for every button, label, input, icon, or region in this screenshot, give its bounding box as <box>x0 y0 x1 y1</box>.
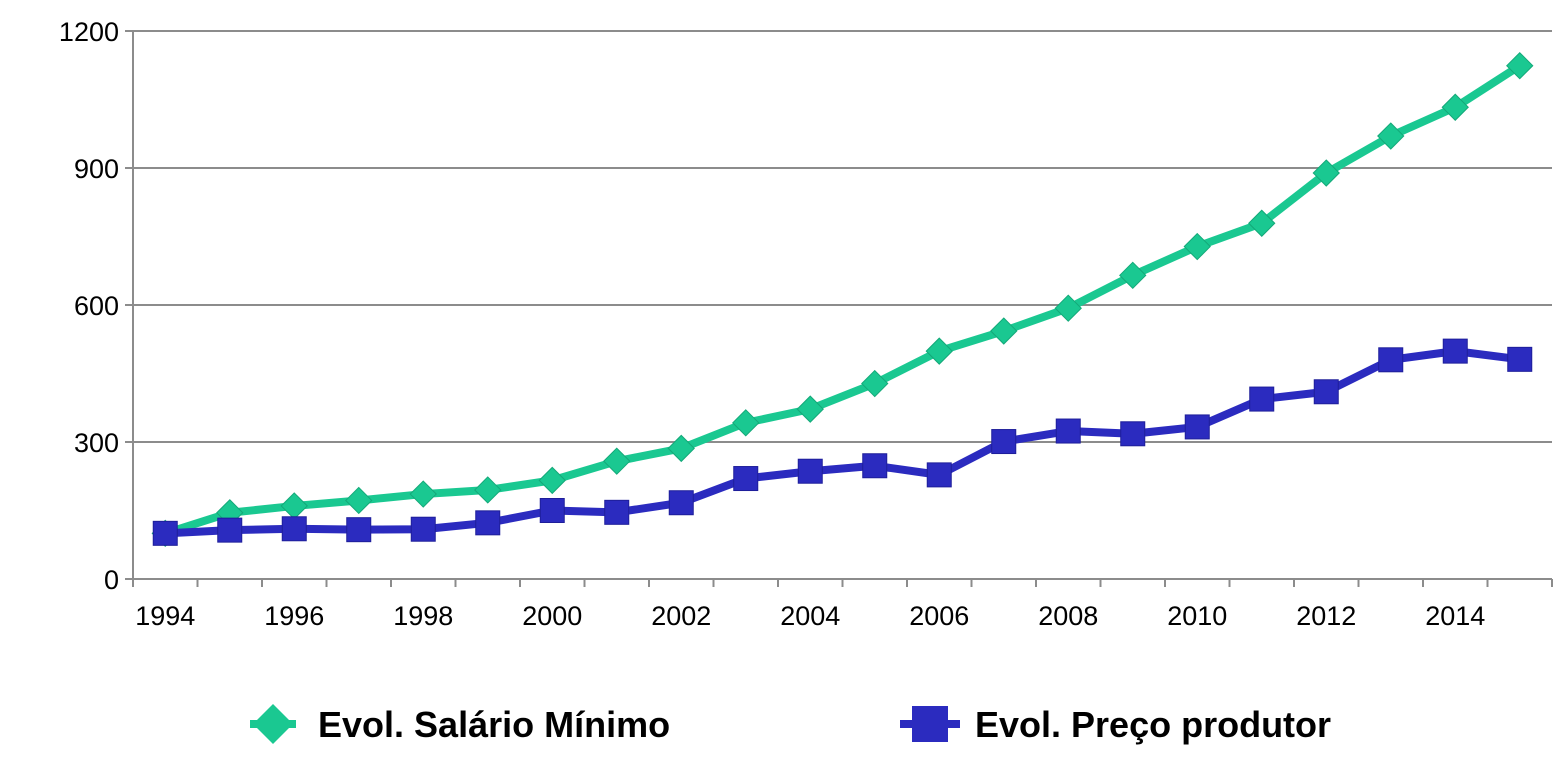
point-salario-2001 <box>603 447 631 475</box>
point-preco-2006 <box>926 462 952 488</box>
x-tick-label-2006: 2006 <box>909 601 969 631</box>
y-tick-label-300: 300 <box>74 428 119 458</box>
point-preco-2007 <box>991 429 1017 455</box>
point-preco-1999 <box>475 510 501 536</box>
point-preco-2008 <box>1055 418 1081 444</box>
legend-item-preco[interactable]: Evol. Preço produtor <box>912 704 1331 745</box>
point-preco-1994 <box>152 520 178 546</box>
y-tick-label-600: 600 <box>74 291 119 321</box>
point-salario-2004 <box>796 395 824 423</box>
point-preco-2011 <box>1249 386 1275 412</box>
x-tick-label-2014: 2014 <box>1425 601 1485 631</box>
y-tick-label-900: 900 <box>74 154 119 184</box>
point-preco-2010 <box>1184 414 1210 440</box>
point-salario-2009 <box>1119 261 1147 290</box>
point-preco-2004 <box>797 458 823 484</box>
point-salario-2014 <box>1441 93 1469 121</box>
point-salario-2013 <box>1377 122 1405 150</box>
y-tick-label-0: 0 <box>104 565 119 595</box>
point-salario-2000 <box>538 466 566 495</box>
point-preco-2005 <box>862 453 888 479</box>
point-preco-2002 <box>668 490 694 516</box>
point-preco-2012 <box>1313 379 1339 405</box>
x-tick-label-2010: 2010 <box>1167 601 1227 631</box>
x-tick-label-2000: 2000 <box>522 601 582 631</box>
x-tick-label-1998: 1998 <box>393 601 453 631</box>
point-salario-1997 <box>345 486 373 515</box>
legend: Evol. Salário Mínimo Evol. Preço produto… <box>250 704 1331 745</box>
series-1 <box>152 338 1533 546</box>
point-salario-2015 <box>1506 51 1534 80</box>
legend-label-salario: Evol. Salário Mínimo <box>318 704 670 745</box>
point-salario-2002 <box>667 434 695 463</box>
point-preco-2014 <box>1442 338 1468 364</box>
x-tick-label-1994: 1994 <box>135 601 195 631</box>
legend-square-icon <box>912 706 948 742</box>
point-salario-1996 <box>280 492 308 520</box>
point-preco-2003 <box>733 466 759 492</box>
point-salario-2006 <box>925 337 953 365</box>
legend-label-preco: Evol. Preço produtor <box>975 704 1331 745</box>
point-preco-2000 <box>539 498 565 523</box>
point-preco-2013 <box>1378 347 1404 373</box>
point-salario-2010 <box>1183 232 1211 261</box>
x-tick-label-2008: 2008 <box>1038 601 1098 631</box>
point-preco-2015 <box>1507 346 1533 372</box>
x-tick-label-2012: 2012 <box>1296 601 1356 631</box>
point-salario-2007 <box>990 317 1018 345</box>
point-preco-2001 <box>604 499 630 525</box>
point-preco-1996 <box>281 516 307 542</box>
point-salario-2003 <box>732 409 760 437</box>
x-tick-label-2004: 2004 <box>780 601 840 631</box>
point-preco-1998 <box>410 516 436 542</box>
point-preco-2009 <box>1120 421 1146 447</box>
point-salario-2008 <box>1054 294 1082 322</box>
axes: 0 300 600 900 1200 1994 1996 1998 2000 2002 2004 20… <box>59 17 1553 631</box>
series <box>151 51 1534 548</box>
legend-diamond-icon <box>253 704 293 744</box>
y-tick-label-1200: 1200 <box>59 17 119 47</box>
series-line-0 <box>164 62 1522 538</box>
point-salario-2005 <box>861 369 889 398</box>
point-salario-1999 <box>474 476 502 504</box>
legend-item-salario[interactable]: Evol. Salário Mínimo <box>253 704 670 745</box>
point-salario-1998 <box>409 480 437 508</box>
point-salario-2011 <box>1248 209 1276 237</box>
x-tick-label-2002: 2002 <box>651 601 711 631</box>
x-tick-label-1996: 1996 <box>264 601 324 631</box>
point-salario-2012 <box>1312 159 1340 187</box>
point-preco-1995 <box>217 517 243 543</box>
point-preco-1997 <box>346 517 372 543</box>
gridlines <box>133 30 1552 443</box>
series-line-1 <box>165 347 1521 538</box>
series-0 <box>151 51 1534 548</box>
